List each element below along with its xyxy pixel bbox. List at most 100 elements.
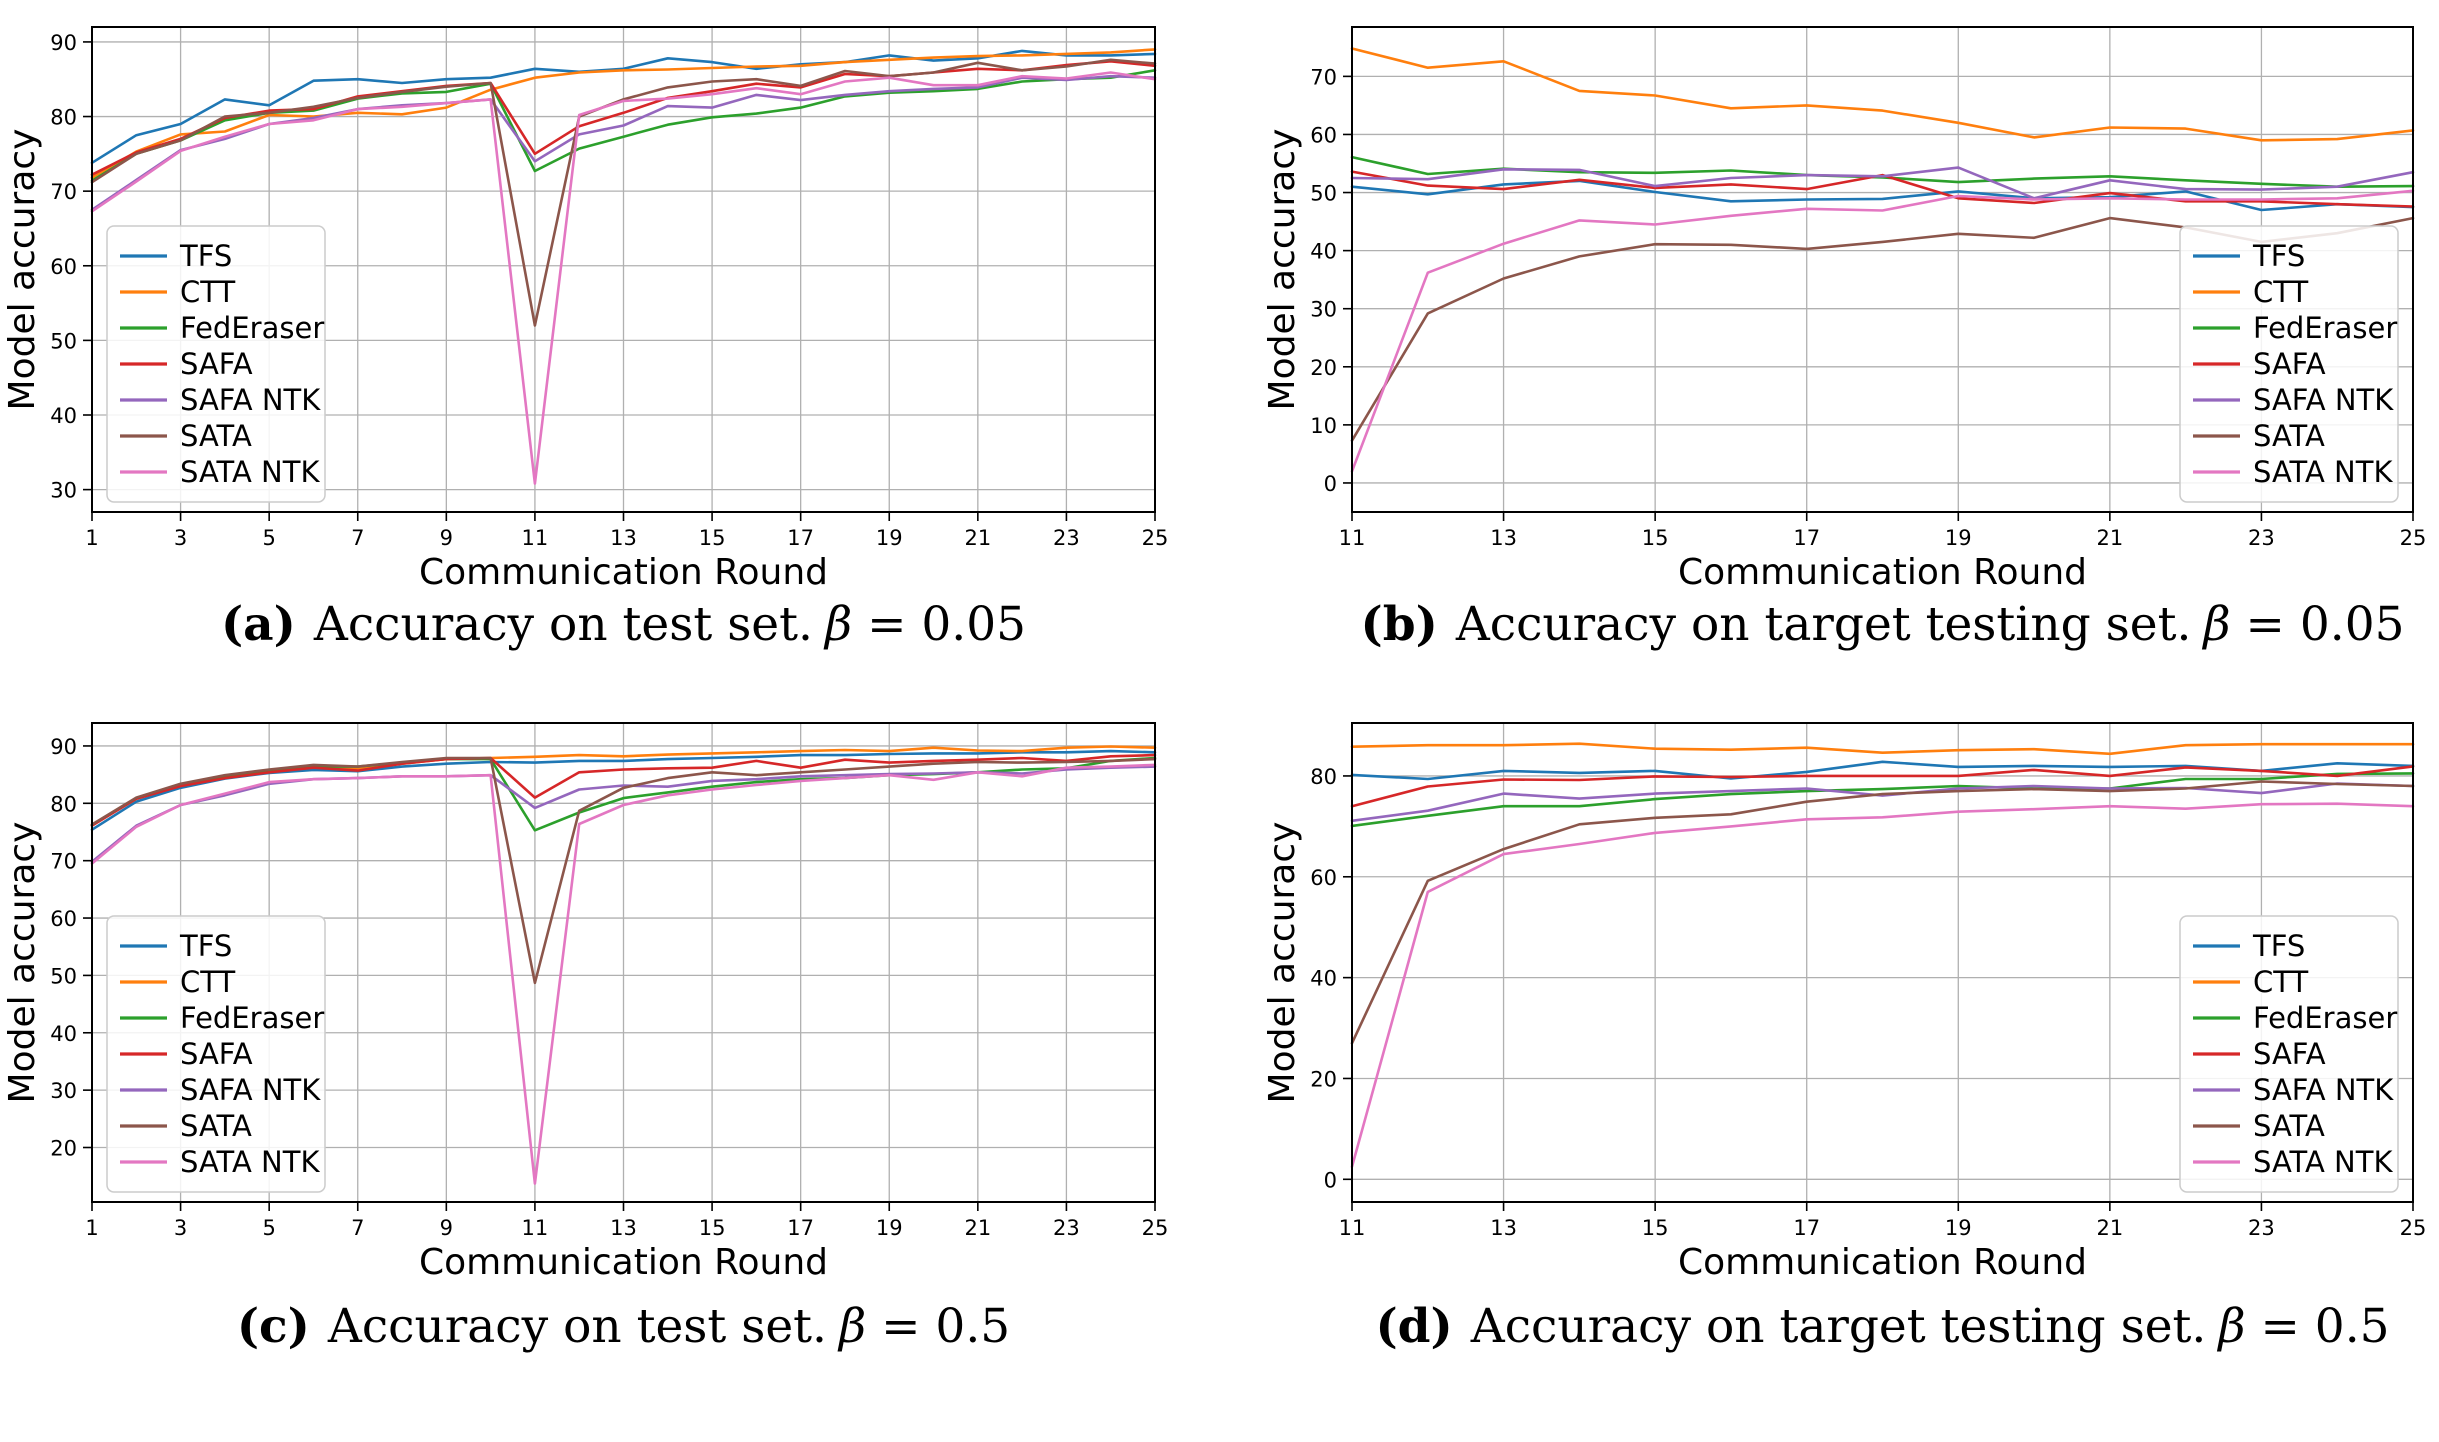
svg-text:7: 7: [351, 526, 364, 550]
svg-text:CTT: CTT: [180, 965, 235, 999]
subplot-c: 1 3 5 7 9 11 13 15 17 19 21 23 252030405060708090Com…: [2, 722, 1169, 1283]
ylabel-b: Model accuracy: [1262, 129, 1303, 411]
svg-text:SATA NTK: SATA NTK: [2253, 455, 2393, 489]
caption-a-tag: (a): [220, 597, 296, 652]
caption-subplot-a: (a) Accuracy on test set. β = 0.05: [92, 597, 1155, 652]
caption-b-text: Accuracy on target testing set.: [1455, 597, 2192, 652]
legend-item-ctt: CTT: [2193, 965, 2308, 999]
series-sata-a: [90, 58, 1157, 327]
series-safa-d: [1350, 765, 2415, 808]
svg-text:80: 80: [50, 106, 77, 130]
series-sata-ntk-d: [1350, 802, 2415, 1168]
svg-text:25: 25: [1142, 526, 1169, 550]
svg-text:70: 70: [50, 850, 77, 874]
caption-d-tag: (d): [1375, 1299, 1453, 1354]
caption-subplot-c: (c) Accuracy on test set. β = 0.5: [92, 1299, 1155, 1354]
svg-text:CTT: CTT: [2253, 965, 2308, 999]
svg-text:9: 9: [440, 1216, 453, 1240]
svg-text:13: 13: [1490, 526, 1517, 550]
svg-text:50: 50: [1310, 182, 1337, 206]
subplot-b: 11 13 15 17 19 21 23 25 0 10 20 30 40 50 60 70 Communica…: [1262, 26, 2427, 593]
svg-text:3: 3: [174, 1216, 187, 1240]
legend-item-sata-ntk: SATA NTK: [2193, 1145, 2393, 1179]
legend-item-safa-ntk: SAFA NTK: [2193, 1073, 2394, 1107]
svg-text:1: 1: [85, 1216, 98, 1240]
xlabel-b: Communication Round: [1678, 552, 2087, 593]
svg-text:SATA NTK: SATA NTK: [180, 1145, 320, 1179]
series-sata-c: [90, 756, 1157, 985]
xlabel-a: Communication Round: [419, 552, 828, 593]
series-sata-d: [1350, 780, 2415, 1045]
svg-text:13: 13: [610, 1216, 637, 1240]
svg-text:25: 25: [1142, 1216, 1169, 1240]
svg-text:40: 40: [50, 1022, 77, 1046]
svg-text:17: 17: [1793, 1216, 1820, 1240]
legend-item-safa: SAFA: [2193, 1037, 2326, 1071]
svg-text:50: 50: [50, 964, 77, 988]
legend-item-tfs: TFS: [120, 929, 232, 963]
svg-text:50: 50: [50, 329, 77, 353]
axes-frame-d: [1351, 722, 2414, 1203]
series-federaser-b: [1350, 155, 2415, 188]
svg-text:90: 90: [50, 31, 77, 55]
subplot-d: 11 13 15 17 19 21 23 25 0 20 40 60 80 Communication R…: [1262, 722, 2426, 1283]
svg-text:17: 17: [787, 526, 814, 550]
xlabel-c: Communication Round: [419, 1242, 828, 1283]
svg-text:60: 60: [50, 907, 77, 931]
caption-d-text: Accuracy on target testing set.: [1470, 1299, 2207, 1354]
series-safa-ntk-b: [1350, 166, 2415, 200]
svg-text:19: 19: [1945, 526, 1972, 550]
svg-text:30: 30: [50, 479, 77, 503]
svg-text:23: 23: [1053, 1216, 1080, 1240]
svg-text:90: 90: [50, 735, 77, 759]
svg-text:70: 70: [1310, 65, 1337, 89]
svg-text:FedEraser: FedEraser: [180, 311, 324, 345]
legend-item-sata-ntk: SATA NTK: [120, 455, 320, 489]
svg-text:10: 10: [1310, 414, 1337, 438]
legend-item-ctt: CTT: [120, 965, 235, 999]
svg-text:11: 11: [1339, 526, 1366, 550]
svg-text:5: 5: [262, 526, 275, 550]
series-tfs-b: [1350, 179, 2415, 212]
legend-item-federaser: FedEraser: [2193, 311, 2397, 345]
svg-text:SATA: SATA: [180, 419, 252, 453]
svg-text:3: 3: [174, 526, 187, 550]
xlabel-d: Communication Round: [1678, 1242, 2087, 1283]
svg-text:40: 40: [1310, 240, 1337, 264]
caption-a-text: Accuracy on test set.: [313, 597, 813, 652]
svg-text:21: 21: [2096, 526, 2123, 550]
svg-text:19: 19: [876, 1216, 903, 1240]
svg-text:SAFA: SAFA: [180, 347, 253, 381]
svg-text:TFS: TFS: [2252, 929, 2305, 963]
svg-text:0: 0: [1324, 472, 1337, 496]
series-ctt-d: [1350, 742, 2415, 756]
legend-item-sata: SATA: [120, 419, 252, 453]
ylabel-a: Model accuracy: [2, 129, 43, 411]
svg-text:17: 17: [787, 1216, 814, 1240]
series-safa-a: [90, 59, 1157, 176]
svg-text:60: 60: [50, 255, 77, 279]
svg-text:11: 11: [522, 1216, 549, 1240]
legend-item-safa-ntk: SAFA NTK: [2193, 383, 2394, 417]
svg-text:15: 15: [699, 526, 726, 550]
series-safa-c: [90, 753, 1157, 828]
svg-text:30: 30: [50, 1079, 77, 1103]
legend-item-safa: SAFA: [120, 1037, 253, 1071]
svg-text:FedEraser: FedEraser: [2253, 1001, 2397, 1035]
svg-text:SATA: SATA: [2253, 1109, 2325, 1143]
svg-text:25: 25: [2400, 526, 2427, 550]
svg-text:7: 7: [351, 1216, 364, 1240]
svg-text:TFS: TFS: [179, 239, 232, 273]
legend-item-tfs: TFS: [2193, 929, 2305, 963]
ylabel-d: Model accuracy: [1262, 822, 1303, 1104]
svg-text:SAFA NTK: SAFA NTK: [180, 383, 321, 417]
subplot-a: 1 3 5 7 9 11 13 15 17 19 21 23 2530405060708090Commu…: [2, 26, 1168, 593]
svg-text:40: 40: [50, 404, 77, 428]
svg-text:SATA NTK: SATA NTK: [2253, 1145, 2393, 1179]
